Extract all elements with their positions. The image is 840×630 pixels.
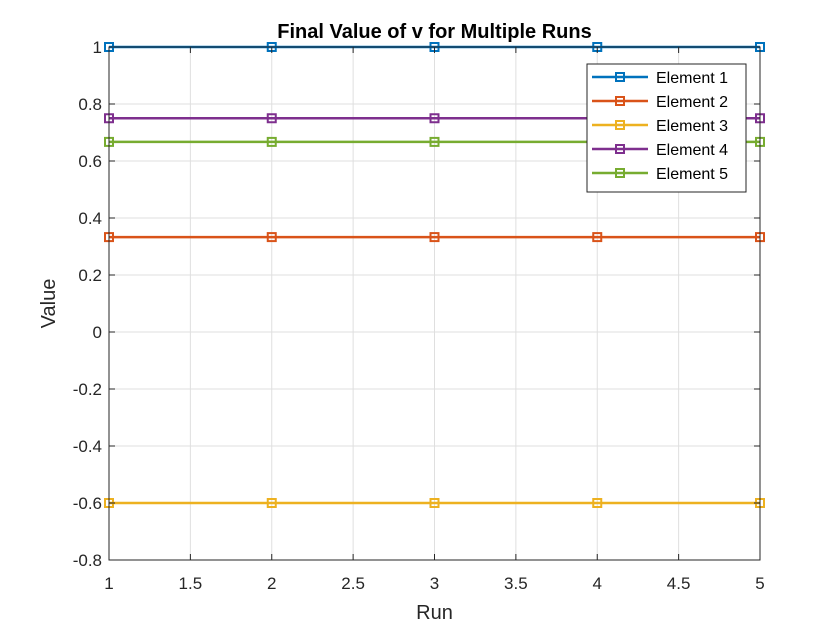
data-point-element-5-2 xyxy=(266,136,277,147)
data-point-element-4-3 xyxy=(429,113,440,124)
legend-swatch-marker xyxy=(615,96,625,106)
legend-item-element-1: Element 1 xyxy=(592,70,728,87)
data-point-element-5-3 xyxy=(429,136,440,147)
data-point-element-3-2 xyxy=(266,498,277,508)
data-point-element-2-4 xyxy=(592,232,603,243)
x-tick-label-8: 5 xyxy=(755,574,764,593)
x-tick-label-2: 2 xyxy=(267,574,276,593)
data-point-element-3-4 xyxy=(592,498,603,508)
x-tick-label-1: 1.5 xyxy=(179,574,203,593)
legend-swatch-marker xyxy=(615,72,625,82)
legend-label: Element 3 xyxy=(656,118,728,135)
y-tick-label-9: 1 xyxy=(93,38,102,57)
legend-item-element-2: Element 2 xyxy=(592,94,728,111)
x-tick-label-7: 4.5 xyxy=(667,574,691,593)
chart-title: Final Value of v for Multiple Runs xyxy=(277,21,591,43)
y-tick-label-8: 0.8 xyxy=(78,95,102,114)
legend-swatch-marker xyxy=(615,120,625,130)
x-tick-label-0: 1 xyxy=(104,574,113,593)
legend-label: Element 2 xyxy=(656,94,728,111)
legend-item-element-3: Element 3 xyxy=(592,118,728,135)
data-point-element-3-3 xyxy=(429,498,440,508)
legend-label: Element 5 xyxy=(656,166,728,183)
x-tick-label-6: 4 xyxy=(593,574,602,593)
x-tick-label-5: 3.5 xyxy=(504,574,528,593)
x-tick-label-4: 3 xyxy=(430,574,439,593)
y-tick-label-1: -0.6 xyxy=(73,494,102,513)
legend-item-element-5: Element 5 xyxy=(592,166,728,183)
y-tick-label-6: 0.4 xyxy=(78,209,102,228)
legend-label: Element 1 xyxy=(656,70,728,87)
data-point-element-2-3 xyxy=(429,232,440,243)
legend-label: Element 4 xyxy=(656,142,728,159)
y-axis-title: Value xyxy=(38,279,60,329)
legend: Element 1 Element 2 Element 3 Element 4 Elem… xyxy=(586,63,747,193)
x-axis-title: Run xyxy=(416,602,453,624)
y-tick-label-5: 0.2 xyxy=(78,266,102,285)
data-point-element-2-2 xyxy=(266,232,277,243)
x-tick-label-3: 2.5 xyxy=(341,574,365,593)
legend-swatch-marker xyxy=(615,168,625,178)
y-tick-label-7: 0.6 xyxy=(78,152,102,171)
y-tick-label-3: -0.2 xyxy=(73,380,102,399)
y-tick-label-0: -0.8 xyxy=(73,551,102,570)
y-tick-label-4: 0 xyxy=(93,323,102,342)
data-point-element-4-2 xyxy=(266,113,277,124)
legend-swatch-marker xyxy=(615,144,625,154)
legend-item-element-4: Element 4 xyxy=(592,142,728,159)
y-tick-label-2: -0.4 xyxy=(73,437,102,456)
axis-ticks: 1 1.5 2 2.5 3 3.5 4 4.5 5 -0.8 -0.6 -0.4 -0.2 0 0.2 0.4… xyxy=(73,38,765,593)
legend-box xyxy=(586,63,747,193)
